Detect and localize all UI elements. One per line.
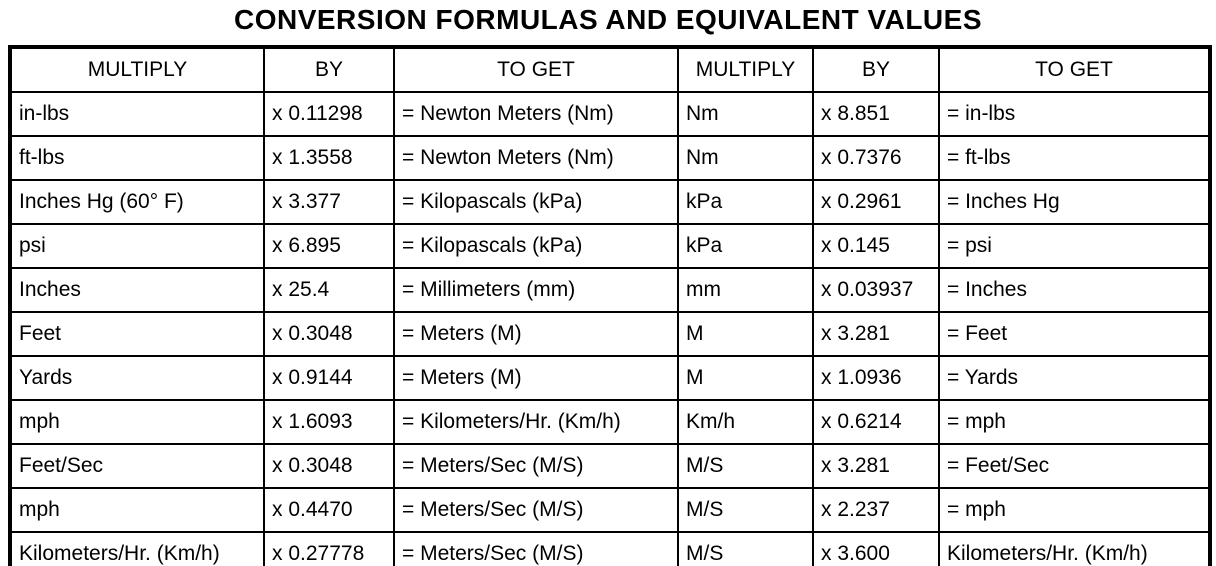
table-cell: x 0.11298 xyxy=(263,91,395,137)
table-cell: = Newton Meters (Nm) xyxy=(393,135,679,181)
table-cell: x 0.145 xyxy=(812,223,940,269)
page-title: CONVERSION FORMULAS AND EQUIVALENT VALUE… xyxy=(233,4,982,35)
table-row: Yards x 0.9144 = Meters (M) M x 1.0936 =… xyxy=(9,355,1211,401)
table-cell: x 25.4 xyxy=(263,267,395,313)
table-cell: M/S xyxy=(677,487,814,533)
table-cell: Nm xyxy=(677,91,814,137)
column-header-multiply-right: MULTIPLY xyxy=(677,46,814,93)
table-cell: x 8.851 xyxy=(812,91,940,137)
table-cell: = Feet xyxy=(938,311,1211,357)
table-cell: Inches xyxy=(9,267,265,313)
table-cell: x 1.3558 xyxy=(263,135,395,181)
table-cell: x 6.895 xyxy=(263,223,395,269)
table-row: in-lbs x 0.11298 = Newton Meters (Nm) Nm… xyxy=(9,91,1211,137)
table-row: Feet/Sec x 0.3048 = Meters/Sec (M/S) M/S… xyxy=(9,443,1211,489)
table-cell: Kilometers/Hr. (Km/h) xyxy=(9,531,265,566)
table-cell: = Meters (M) xyxy=(393,311,679,357)
conversion-table: MULTIPLY BY TO GET MULTIPLY BY TO GET in… xyxy=(8,45,1212,566)
column-header-toget-right: TO GET xyxy=(938,46,1211,93)
table-cell: = Meters/Sec (M/S) xyxy=(393,443,679,489)
table-cell: x 1.6093 xyxy=(263,399,395,445)
table-cell: x 0.27778 xyxy=(263,531,395,566)
table-cell: x 3.377 xyxy=(263,179,395,225)
table-cell: x 0.6214 xyxy=(812,399,940,445)
table-cell: psi xyxy=(9,223,265,269)
table-cell: = Millimeters (mm) xyxy=(393,267,679,313)
table-cell: M xyxy=(677,355,814,401)
table-cell: = Kilometers/Hr. (Km/h) xyxy=(393,399,679,445)
table-cell: kPa xyxy=(677,179,814,225)
table-cell: = in-lbs xyxy=(938,91,1211,137)
table-row: mph x 0.4470 = Meters/Sec (M/S) M/S x 2.… xyxy=(9,487,1211,533)
table-cell: x 2.237 xyxy=(812,487,940,533)
table-cell: mm xyxy=(677,267,814,313)
table-cell: M xyxy=(677,311,814,357)
table-cell: x 3.281 xyxy=(812,443,940,489)
table-cell: mph xyxy=(9,399,265,445)
table-cell: = mph xyxy=(938,399,1211,445)
table-cell: M/S xyxy=(677,443,814,489)
column-header-by-left: BY xyxy=(263,46,395,93)
table-cell: = Inches xyxy=(938,267,1211,313)
table-cell: = Kilopascals (kPa) xyxy=(393,223,679,269)
table-cell: = ft-lbs xyxy=(938,135,1211,181)
header-row: MULTIPLY BY TO GET MULTIPLY BY TO GET xyxy=(9,46,1211,93)
table-cell: Feet xyxy=(9,311,265,357)
table-cell: = Meters (M) xyxy=(393,355,679,401)
table-cell: = mph xyxy=(938,487,1211,533)
table-row: psi x 6.895 = Kilopascals (kPa) kPa x 0.… xyxy=(9,223,1211,269)
table-cell: = Meters/Sec (M/S) xyxy=(393,487,679,533)
table-cell: mph xyxy=(9,487,265,533)
table-cell: = Yards xyxy=(938,355,1211,401)
table-row: ft-lbs x 1.3558 = Newton Meters (Nm) Nm … xyxy=(9,135,1211,181)
table-cell: = Feet/Sec xyxy=(938,443,1211,489)
column-header-multiply-left: MULTIPLY xyxy=(9,46,265,93)
table-row: mph x 1.6093 = Kilometers/Hr. (Km/h) Km/… xyxy=(9,399,1211,445)
table-cell: ft-lbs xyxy=(9,135,265,181)
table-cell: x 0.7376 xyxy=(812,135,940,181)
table-cell: Kilometers/Hr. (Km/h) xyxy=(938,531,1211,566)
table-cell: x 1.0936 xyxy=(812,355,940,401)
table-cell: Yards xyxy=(9,355,265,401)
table-cell: = Meters/Sec (M/S) xyxy=(393,531,679,566)
column-header-toget-left: TO GET xyxy=(393,46,679,93)
table-cell: x 0.03937 xyxy=(812,267,940,313)
table-cell: x 0.3048 xyxy=(263,443,395,489)
table-row: Feet x 0.3048 = Meters (M) M x 3.281 = F… xyxy=(9,311,1211,357)
table-cell: in-lbs xyxy=(9,91,265,137)
table-cell: x 0.2961 xyxy=(812,179,940,225)
table-cell: x 0.9144 xyxy=(263,355,395,401)
column-header-by-right: BY xyxy=(812,46,940,93)
table-cell: x 3.600 xyxy=(812,531,940,566)
table-cell: = Inches Hg xyxy=(938,179,1211,225)
table-cell: kPa xyxy=(677,223,814,269)
table-cell: Nm xyxy=(677,135,814,181)
table-cell: = Kilopascals (kPa) xyxy=(393,179,679,225)
table-cell: x 0.3048 xyxy=(263,311,395,357)
table-cell: = psi xyxy=(938,223,1211,269)
table-cell: Km/h xyxy=(677,399,814,445)
table-cell: M/S xyxy=(677,531,814,566)
table-cell: = Newton Meters (Nm) xyxy=(393,91,679,137)
table-row: Inches Hg (60° F) x 3.377 = Kilopascals … xyxy=(9,179,1211,225)
table-cell: x 3.281 xyxy=(812,311,940,357)
table-row: Inches x 25.4 = Millimeters (mm) mm x 0.… xyxy=(9,267,1211,313)
table-cell: x 0.4470 xyxy=(263,487,395,533)
table-row: Kilometers/Hr. (Km/h) x 0.27778 = Meters… xyxy=(9,531,1211,566)
table-cell: Feet/Sec xyxy=(9,443,265,489)
table-cell: Inches Hg (60° F) xyxy=(9,179,265,225)
